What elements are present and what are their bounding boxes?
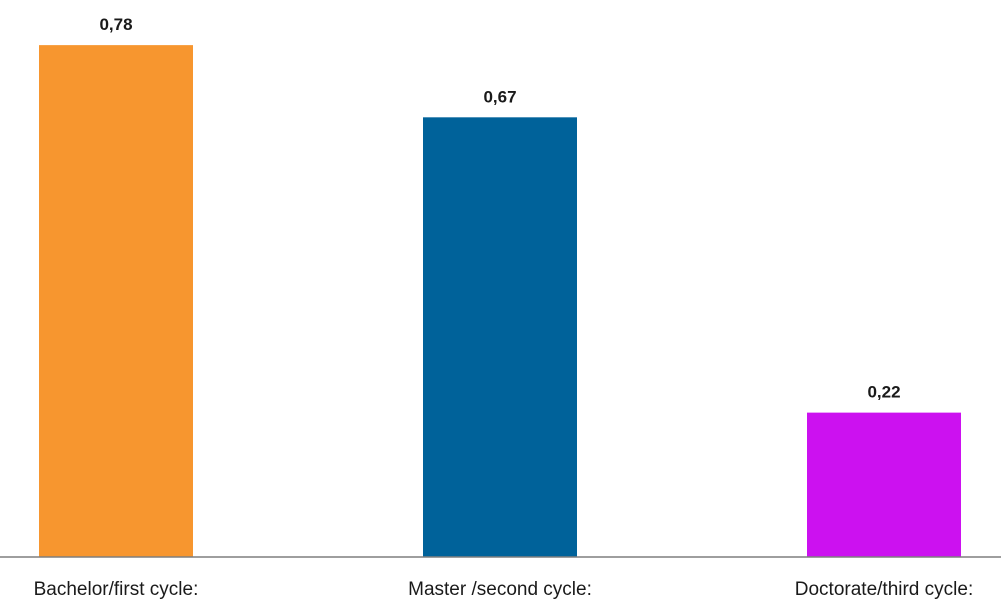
category-label-3: Doctorate/third cycle: (795, 579, 973, 600)
bar-2 (423, 117, 577, 557)
category-label-1: Bachelor/first cycle: (34, 579, 199, 600)
data-label-1: 0,78 (99, 15, 132, 34)
bar-1 (39, 45, 193, 557)
category-label-2: Master /second cycle: (408, 579, 592, 600)
bar-3 (807, 412, 961, 557)
data-label-3: 0,22 (867, 383, 900, 402)
category-labels-layer: Bachelor/first cycle: Master /second cycl… (34, 579, 974, 600)
bars-layer (39, 45, 961, 557)
data-label-2: 0,67 (483, 87, 516, 106)
value-labels-layer: 0,78 0,67 0,22 (99, 15, 900, 402)
